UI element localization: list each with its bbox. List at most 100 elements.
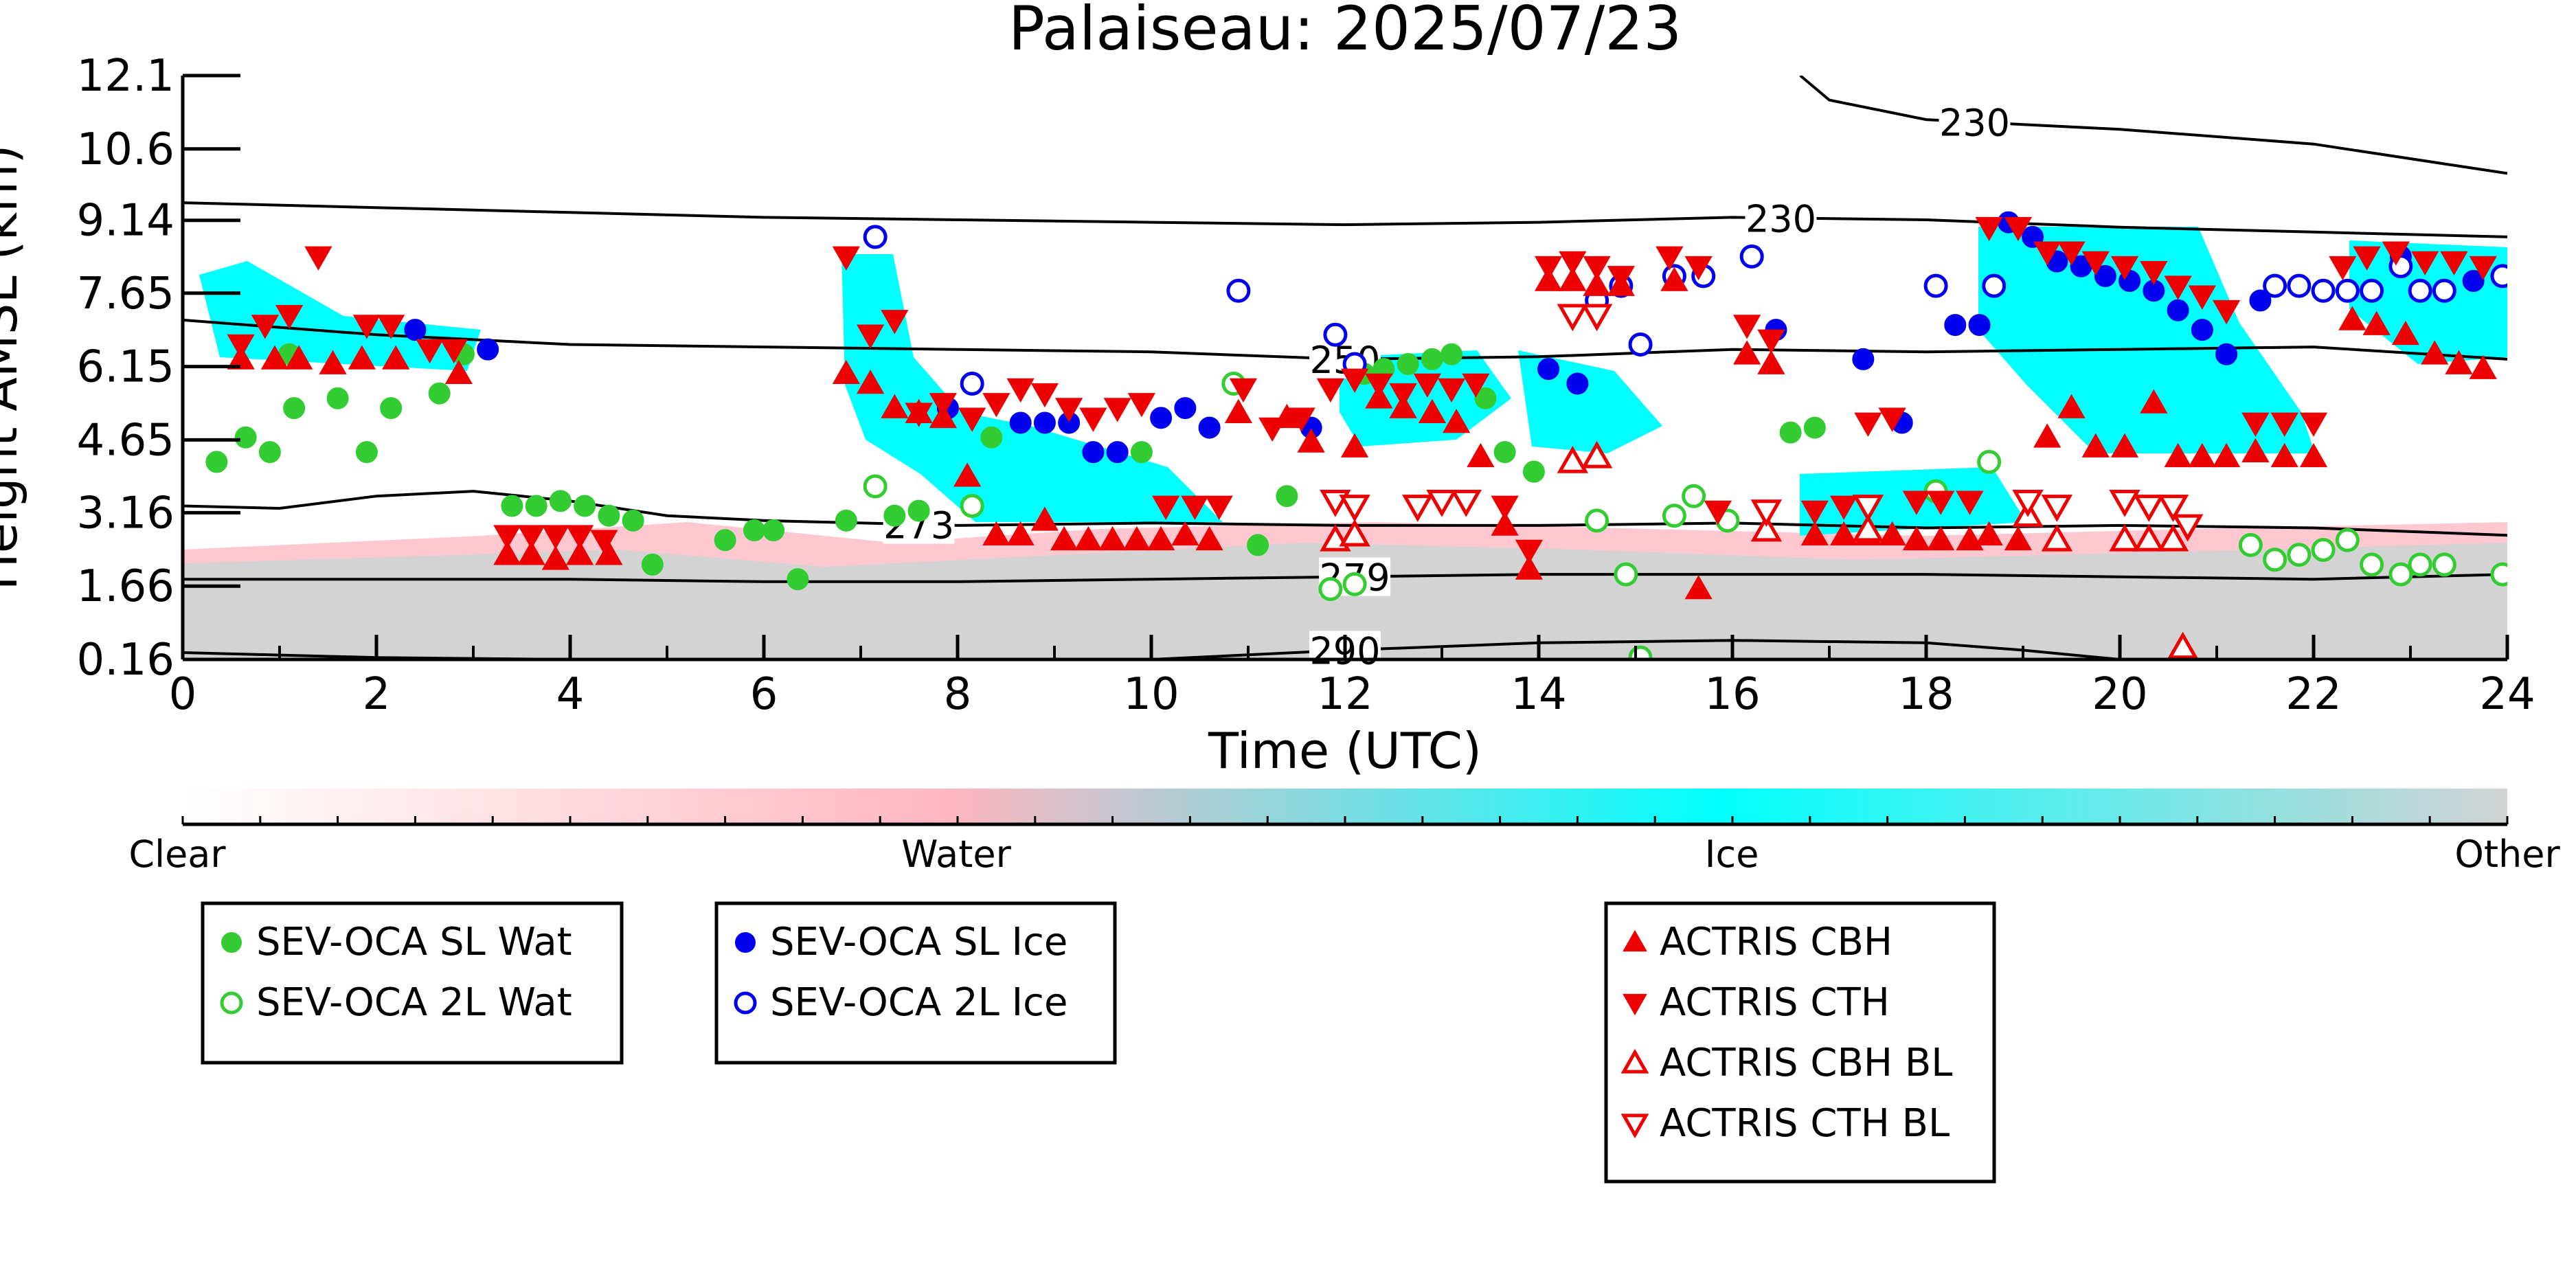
data-point [1852,495,1884,522]
data-point [1515,555,1544,580]
data-point [1779,421,1802,444]
data-point [1450,490,1482,517]
data-point [1079,407,1107,432]
data-point [1229,378,1258,403]
series-actris-cbh [227,267,2497,600]
contour-label: 230 [1745,197,1816,240]
x-tick-label: 12 [1317,669,1372,720]
data-point [2081,433,2110,457]
data-point [958,407,986,432]
data-point [1195,526,1223,551]
x-tick-label: 18 [1898,669,1954,720]
y-tick-label: 0.16 [77,635,175,686]
data-point [1522,460,1545,483]
x-tick-label: 2 [363,669,391,720]
data-point [835,509,857,532]
x-tick-label: 24 [2479,669,2535,720]
data-point [1437,378,1466,403]
data-point [1733,340,1761,365]
data-point [1800,521,1829,545]
data-point [2329,256,2357,281]
data-point [2382,241,2410,266]
data-point [2411,251,2439,275]
data-point [1956,490,1984,515]
data-point [416,339,444,364]
data-point [1982,273,2007,298]
data-point [377,315,405,339]
data-point [982,393,1010,418]
data-point [2490,562,2507,587]
contour-line [183,201,2507,238]
data-point [355,441,378,464]
data-point [283,397,306,420]
data-point [428,382,451,405]
data-point [440,339,468,364]
data-point [2241,438,2270,462]
data-point [2164,275,2192,300]
data-point [883,504,906,527]
legend-frame [714,901,1117,1065]
data-point [1557,304,1589,332]
data-point [2033,423,2061,448]
data-point [1402,495,1434,522]
data-point [1421,348,1443,370]
contour-label-bg [1745,199,1817,238]
data-point [227,334,255,359]
data-point [2432,552,2456,577]
legend-label: SEV-OCA SL Ice [770,920,1067,964]
data-point [1757,329,1785,354]
data-point [2299,412,2328,437]
x-axis-ticks: 0 2 4 6 8 10 12 14 16 18 20 22 24 [169,635,2535,720]
data-point [2469,256,2497,281]
data-point [1181,495,1209,520]
data-point [2263,273,2287,298]
data-point [1944,314,1967,337]
data-point [598,504,620,527]
data-point [1852,348,1875,370]
data-point [1803,416,1826,439]
legend-label: SEV-OCA 2L Ice [770,980,1067,1025]
data-point [2249,289,2272,312]
data-point [1130,441,1153,464]
data-point [1462,373,1490,398]
data-point [1146,526,1175,551]
y-axis-ticks: 0.16 1.66 3.16 4.65 6.15 7.65 9.14 10.6 12.1 [77,51,240,686]
data-point [905,403,933,427]
legend-marker [1623,993,1647,1016]
data-point [1418,398,1447,424]
data-point [953,462,982,487]
data-point [2081,251,2110,275]
data-point [1247,534,1269,556]
data-point [2311,538,2336,563]
data-point [2432,278,2456,303]
legend-box: SEV-OCA SL Wat SEV-OCA 2L Wat [201,901,624,1065]
data-point [565,525,594,550]
contour-line [1799,76,2507,175]
data-point [1750,499,1783,528]
data-point [541,525,569,550]
data-point [251,315,279,339]
x-tick-label: 6 [750,669,778,720]
data-point [2299,442,2328,468]
data-point [1682,484,1706,508]
x-tick-label: 22 [2285,669,2341,720]
data-point [380,397,403,420]
data-point [1033,411,1056,434]
data-point [1684,256,1713,281]
data-point [1009,411,1032,434]
colorbar-label-clear: Clear [128,833,226,876]
data-point [1975,521,2003,545]
data-point [1098,526,1127,551]
data-point [1975,216,2003,242]
y-tick-label: 1.66 [77,561,175,612]
data-point [1923,273,1948,298]
data-point [1537,358,1560,381]
data-point [517,525,545,550]
data-point [1902,526,1931,551]
data-point [258,441,281,464]
data-point [1927,526,1955,551]
data-point [2157,523,2189,552]
data-point [1515,539,1544,564]
data-point [2041,495,2073,522]
